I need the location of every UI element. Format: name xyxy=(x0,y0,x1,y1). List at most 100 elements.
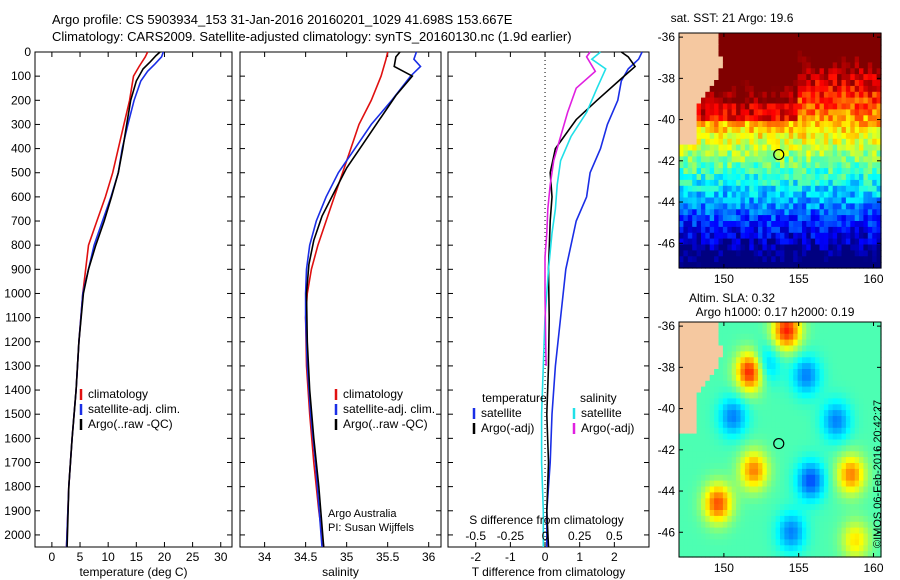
map-cell xyxy=(692,474,698,482)
map-cell xyxy=(802,333,807,341)
map-cell xyxy=(802,533,807,540)
map-cell xyxy=(753,191,759,199)
map-cell xyxy=(683,74,689,81)
map-cell xyxy=(731,209,737,216)
map-cell xyxy=(815,468,821,476)
map-cell xyxy=(749,127,755,134)
map-cell xyxy=(841,551,847,558)
map-cell xyxy=(841,492,847,499)
map-cell xyxy=(696,551,702,558)
map-cell xyxy=(859,492,864,499)
map-cell xyxy=(722,380,728,388)
map-cell xyxy=(815,504,821,511)
map-cell xyxy=(687,504,693,511)
map-cell xyxy=(784,533,790,540)
map-cell xyxy=(854,109,860,116)
map-cell xyxy=(771,515,777,523)
map-cell xyxy=(876,127,882,134)
map-cell xyxy=(810,486,816,493)
map-cell xyxy=(850,221,856,228)
map-cell xyxy=(810,85,816,93)
map-cell xyxy=(832,363,838,370)
map-cell xyxy=(696,191,702,199)
map-y-tick-label: -40 xyxy=(658,402,676,416)
map-cell xyxy=(802,416,807,423)
map-cell xyxy=(802,498,807,505)
map-cell xyxy=(687,333,693,341)
map-y-tick-label: -46 xyxy=(658,236,676,250)
map-cell xyxy=(758,539,763,546)
map-cell xyxy=(780,215,785,222)
map-cell xyxy=(802,203,807,210)
map-cell xyxy=(788,339,794,347)
map-cell xyxy=(731,44,737,52)
map-cell xyxy=(828,132,834,140)
map-cell xyxy=(736,162,742,169)
map-cell xyxy=(740,85,746,93)
map-cell xyxy=(687,416,693,423)
map-cell xyxy=(714,480,720,488)
map-cell xyxy=(797,121,803,128)
map-cell xyxy=(793,374,799,382)
map-cell xyxy=(714,492,720,499)
map-cell xyxy=(705,463,711,470)
map-cell xyxy=(784,486,790,493)
map-cell xyxy=(744,369,750,376)
map-cell xyxy=(709,191,715,199)
map-cell xyxy=(859,56,864,63)
map-cell xyxy=(823,486,829,493)
map-cell xyxy=(758,357,763,364)
map-cell xyxy=(736,197,742,204)
map-cell xyxy=(683,33,689,40)
map-cell xyxy=(867,50,873,58)
map-cell xyxy=(788,433,794,441)
map-cell xyxy=(749,404,755,411)
map-cell xyxy=(727,44,733,52)
map-cell xyxy=(696,492,702,499)
map-cell xyxy=(823,115,829,122)
map-cell xyxy=(819,339,825,347)
map-cell xyxy=(867,433,873,441)
map-cell xyxy=(784,68,790,75)
map-cell xyxy=(709,150,715,157)
map-cell xyxy=(722,416,728,423)
map-cell xyxy=(806,209,812,216)
map-cell xyxy=(823,357,829,364)
map-cell xyxy=(788,521,794,529)
map-cell xyxy=(845,357,851,364)
map-cell xyxy=(850,33,856,40)
map-cell xyxy=(837,345,843,352)
map-cell xyxy=(744,521,750,529)
map-cell xyxy=(683,91,689,99)
y-tick-label: 500 xyxy=(11,166,31,180)
map-cell xyxy=(806,327,812,335)
map-cell xyxy=(788,80,794,87)
map-cell xyxy=(679,504,684,511)
map-cell xyxy=(705,416,711,423)
map-cell xyxy=(802,50,807,58)
map-cell xyxy=(775,127,781,134)
map-cell xyxy=(854,398,860,405)
map-cell xyxy=(797,533,803,540)
map-cell xyxy=(867,38,873,46)
map-cell xyxy=(749,339,755,347)
map-cell xyxy=(679,322,684,329)
map-cell xyxy=(854,244,860,251)
map-cell xyxy=(771,244,777,251)
map-cell xyxy=(701,333,706,341)
map-cell xyxy=(806,97,812,105)
map-cell xyxy=(683,150,689,157)
map-cell xyxy=(709,369,715,376)
map-cell xyxy=(736,80,742,87)
map-cell xyxy=(718,174,724,181)
map-cell xyxy=(687,33,693,40)
map-cell xyxy=(736,50,742,58)
map-cell xyxy=(872,439,878,446)
map-cell xyxy=(780,416,785,423)
map-cell xyxy=(718,150,724,157)
map-cell xyxy=(863,74,869,81)
map-cell xyxy=(692,504,698,511)
map-cell xyxy=(823,510,829,517)
map-cell xyxy=(867,132,873,140)
map-cell xyxy=(727,256,733,263)
